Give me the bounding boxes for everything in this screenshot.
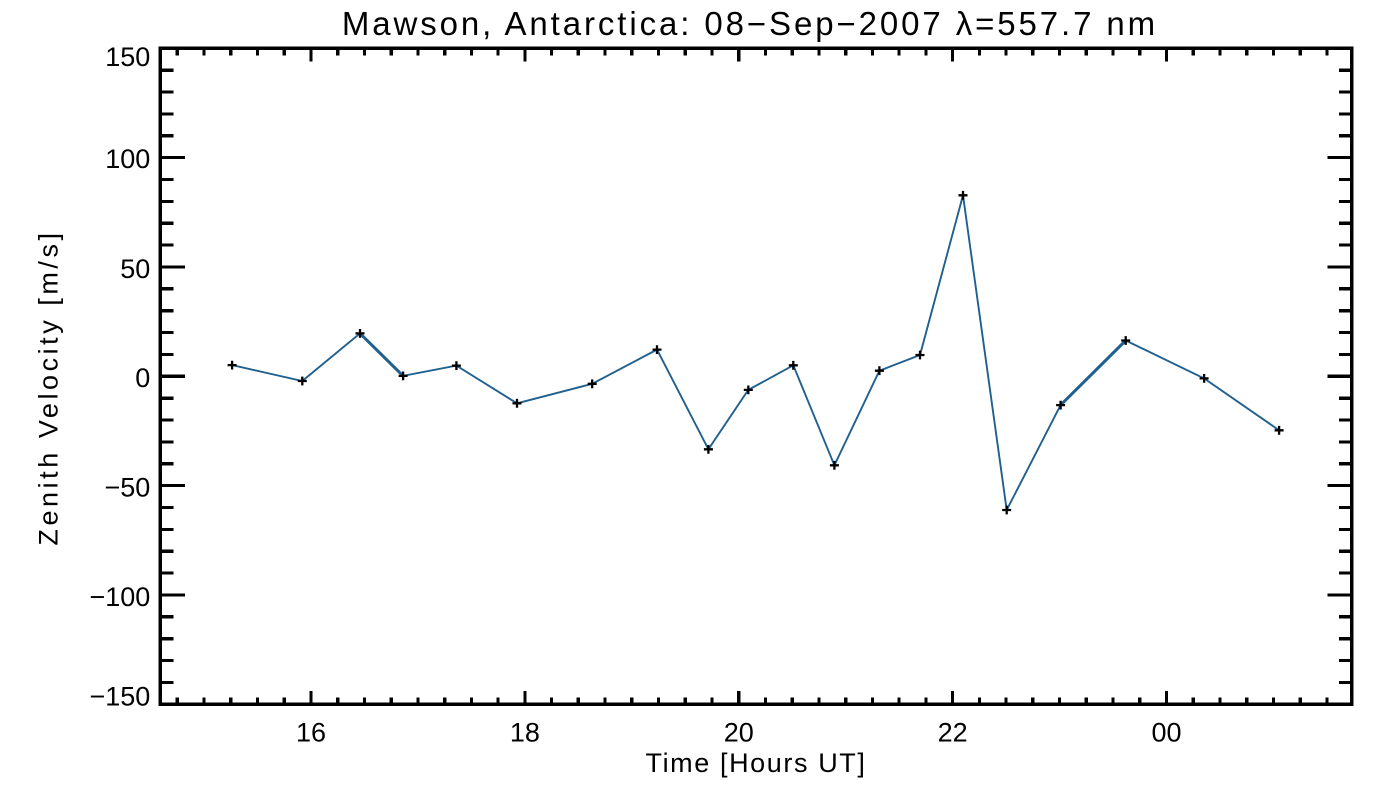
svg-text:−150: −150 bbox=[89, 681, 150, 711]
svg-text:18: 18 bbox=[510, 717, 540, 747]
svg-text:Mawson, Antarctica: 08−Sep−200: Mawson, Antarctica: 08−Sep−2007 λ=557.7 … bbox=[342, 5, 1158, 42]
svg-text:0: 0 bbox=[135, 363, 150, 393]
svg-text:50: 50 bbox=[120, 254, 150, 284]
svg-text:Time [Hours UT]: Time [Hours UT] bbox=[645, 748, 866, 778]
svg-text:16: 16 bbox=[296, 717, 326, 747]
svg-text:Zenith Velocity [m/s]: Zenith Velocity [m/s] bbox=[34, 229, 64, 545]
svg-text:150: 150 bbox=[105, 42, 150, 72]
svg-text:−100: −100 bbox=[89, 582, 150, 612]
svg-text:100: 100 bbox=[105, 144, 150, 174]
svg-text:20: 20 bbox=[724, 717, 754, 747]
svg-text:22: 22 bbox=[938, 717, 968, 747]
svg-text:00: 00 bbox=[1151, 717, 1181, 747]
svg-text:−50: −50 bbox=[104, 472, 150, 502]
